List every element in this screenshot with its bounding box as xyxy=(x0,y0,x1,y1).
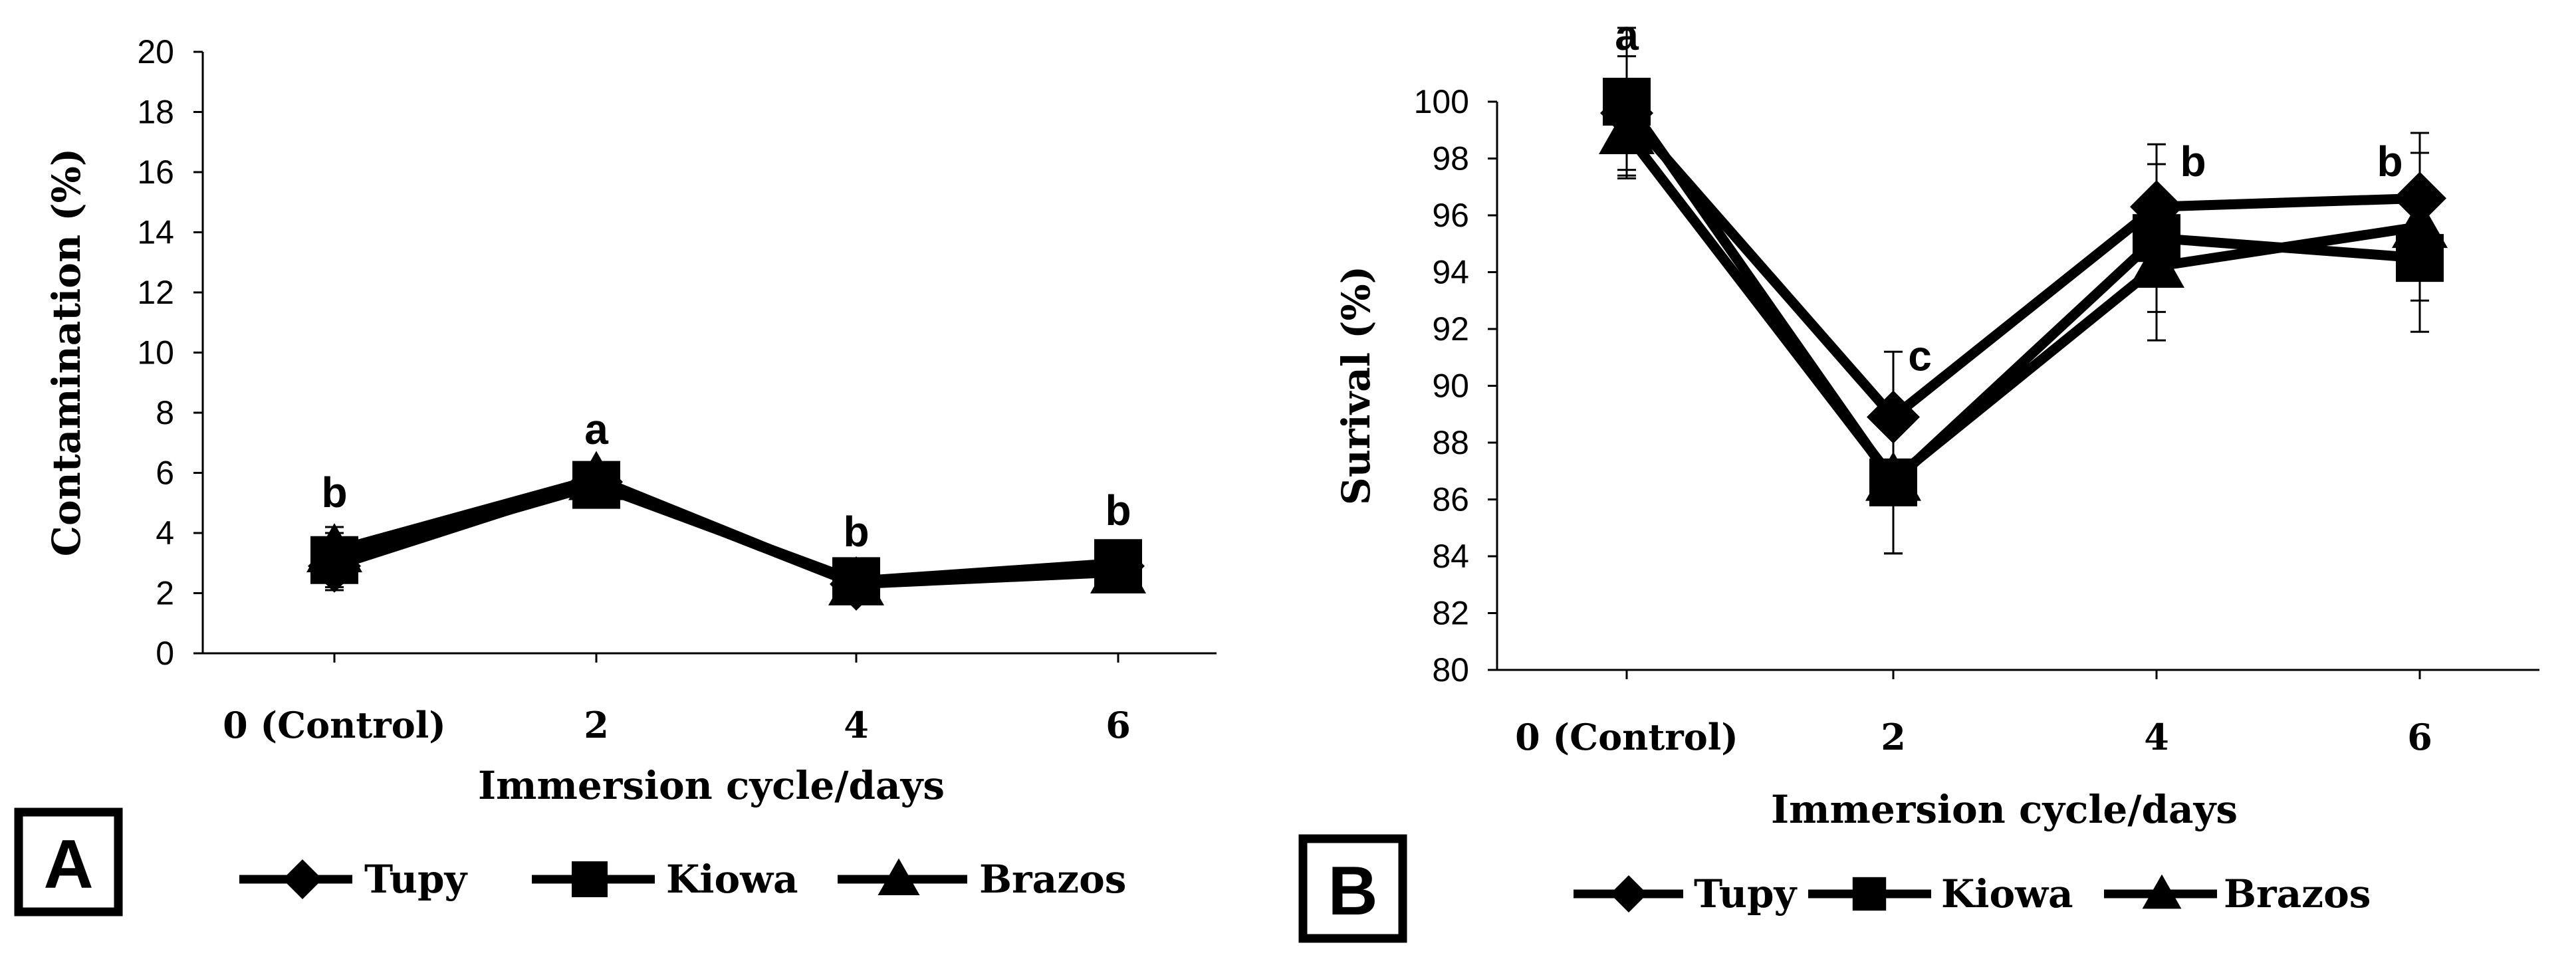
y-tick-label: 90 xyxy=(1432,368,1469,405)
y-tick-label: 20 xyxy=(137,33,174,70)
legend-label: Kiowa xyxy=(1941,871,2073,916)
data-point xyxy=(2129,238,2184,288)
y-tick-label: 18 xyxy=(137,94,174,131)
x-tick-label: 2 xyxy=(584,704,609,746)
significance-label: b xyxy=(2377,138,2402,185)
significance-label: b xyxy=(1105,486,1131,534)
y-tick-label: 8 xyxy=(156,394,174,431)
legend-item-brazos: Brazos xyxy=(838,857,1126,902)
panel-letter-box xyxy=(14,807,123,916)
x-tick-label: 6 xyxy=(2407,716,2432,758)
series-line xyxy=(1623,110,2420,423)
x-tick-label: 6 xyxy=(1106,704,1131,746)
y-tick-label: 2 xyxy=(156,575,174,612)
legend-label: Kiowa xyxy=(666,857,798,902)
legend-item-kiowa: Kiowa xyxy=(1808,871,2073,916)
y-tick-label: 96 xyxy=(1432,197,1469,234)
data-point xyxy=(306,523,362,573)
panel-letter: A xyxy=(43,826,93,903)
y-tick-label: 4 xyxy=(156,514,174,552)
legend-label: Brazos xyxy=(979,857,1126,902)
x-tick-label: 0 (Control) xyxy=(223,704,446,746)
x-tick-label: 4 xyxy=(2144,716,2169,758)
y-tick-label: 12 xyxy=(137,274,174,311)
y-tick-label: 88 xyxy=(1432,424,1469,461)
significance-label: c xyxy=(1908,332,1932,380)
legend-marker xyxy=(572,861,608,897)
legend-label: Tupy xyxy=(1694,871,1798,916)
significance-label: a xyxy=(1615,11,1639,59)
y-tick-label: 100 xyxy=(1414,83,1469,120)
y-tick-label: 0 xyxy=(156,635,174,672)
y-tick-label: 10 xyxy=(137,334,174,372)
series-line xyxy=(333,474,1119,589)
legend-label: Brazos xyxy=(2224,871,2371,916)
x-axis-title: Immersion cycle/days xyxy=(478,763,945,808)
y-tick-label: 92 xyxy=(1432,310,1469,348)
y-tick-label: 16 xyxy=(137,154,174,191)
legend-marker xyxy=(1852,877,1887,911)
y-tick-label: 84 xyxy=(1432,538,1469,575)
legend-item-tupy: Tupy xyxy=(1574,871,1798,916)
series-brazos xyxy=(1599,86,2448,555)
legend-marker xyxy=(2142,874,2182,909)
legend-marker xyxy=(878,858,920,895)
legend-label: Tupy xyxy=(364,857,469,902)
chart-panel-b: Surival (%) Immersion cycle/days B 80 82 8… xyxy=(1298,11,2539,943)
legend-item-kiowa: Kiowa xyxy=(532,857,798,902)
x-axis-title: Immersion cycle/days xyxy=(1771,787,2238,832)
y-tick-label: 98 xyxy=(1432,140,1469,177)
data-point xyxy=(828,556,884,605)
significance-label: b xyxy=(321,469,347,516)
y-tick-label: 80 xyxy=(1432,651,1469,689)
panel-letter: B xyxy=(1328,853,1377,930)
series-kiowa xyxy=(1603,27,2444,555)
data-point xyxy=(1090,544,1146,593)
significance-label: b xyxy=(2180,138,2206,185)
y-axis-title: Surival (%) xyxy=(1334,266,1379,505)
series-line xyxy=(1623,130,2421,485)
significance-label: a xyxy=(584,405,608,453)
y-tick-label: 14 xyxy=(137,214,174,251)
data-point xyxy=(1599,105,1655,155)
data-point xyxy=(568,451,624,500)
y-tick-label: 82 xyxy=(1432,595,1469,632)
legend-marker xyxy=(1610,875,1647,912)
x-tick-label: 0 (Control) xyxy=(1515,716,1738,758)
x-tick-label: 4 xyxy=(844,704,869,746)
chart-panel-a: Contamination (%) Immersion cycle/days A… xyxy=(14,33,1217,916)
legend-marker xyxy=(283,859,322,899)
x-tick-label: 2 xyxy=(1881,716,1906,758)
data-point xyxy=(2392,199,2448,249)
y-tick-label: 94 xyxy=(1432,254,1469,291)
y-axis-title: Contamination (%) xyxy=(44,148,89,556)
y-tick-label: 6 xyxy=(156,455,174,492)
legend-item-brazos: Brazos xyxy=(2104,871,2371,916)
series-brazos xyxy=(306,451,1146,605)
legend-item-tupy: Tupy xyxy=(239,857,469,902)
data-point xyxy=(1865,451,1921,501)
significance-label: b xyxy=(843,508,869,556)
y-tick-label: 86 xyxy=(1432,481,1469,518)
panel-letter-box xyxy=(1298,834,1407,943)
